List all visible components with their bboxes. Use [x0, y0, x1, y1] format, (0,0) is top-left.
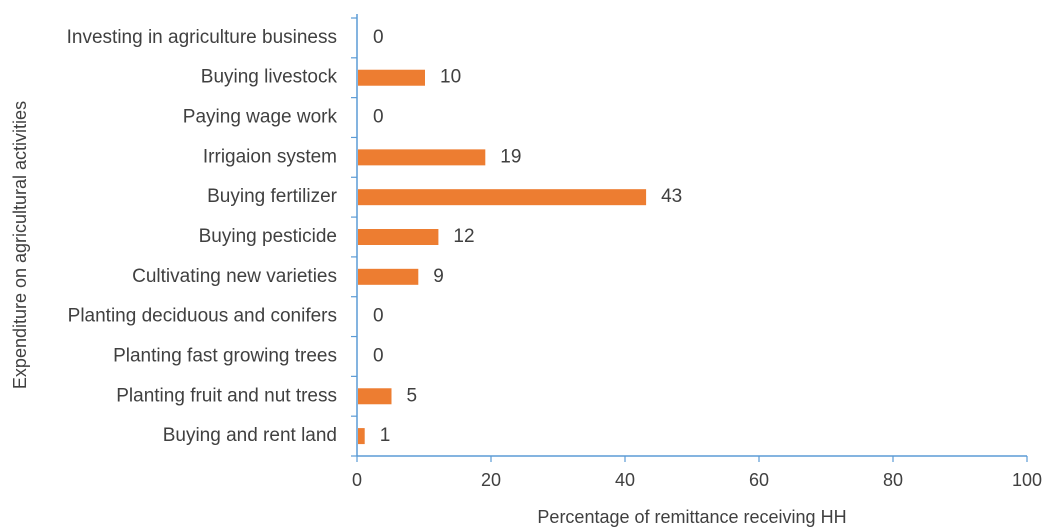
category-label-10: Buying and rent land: [163, 425, 337, 446]
x-tick-label-5: 100: [1012, 470, 1042, 490]
value-label-9: 5: [407, 385, 418, 406]
category-label-6: Cultivating new varieties: [132, 266, 337, 287]
x-tick-label-2: 40: [615, 470, 635, 490]
axes-group: [351, 14, 1027, 457]
value-label-4: 43: [661, 186, 682, 207]
value-label-2: 0: [373, 107, 384, 128]
category-label-0: Investing in agriculture business: [67, 27, 337, 48]
category-label-1: Buying livestock: [201, 67, 338, 88]
x-axis-title: Percentage of remittance receiving HH: [537, 507, 846, 527]
category-label-2: Paying wage work: [183, 107, 338, 128]
category-label-8: Planting fast growing trees: [113, 345, 337, 366]
category-label-5: Buying pesticide: [199, 226, 337, 247]
bar-9: [358, 388, 392, 405]
x-tick-label-0: 0: [352, 470, 362, 490]
value-label-10: 1: [380, 425, 391, 446]
value-label-3: 19: [500, 146, 521, 167]
bar-3: [358, 149, 486, 166]
value-label-6: 9: [433, 266, 444, 287]
bar-4: [358, 189, 647, 206]
value-label-0: 0: [373, 27, 384, 48]
x-tick-label-3: 60: [749, 470, 769, 490]
x-tick-label-1: 20: [481, 470, 501, 490]
value-label-1: 10: [440, 67, 461, 88]
category-label-7: Planting deciduous and conifers: [68, 306, 337, 327]
value-labels-group: 0 10 0 19 43 12 9 0 0 51: [373, 27, 682, 446]
y-axis-title: Expenditure on agricultural activities: [10, 101, 30, 389]
category-label-3: Irrigaion system: [203, 146, 337, 167]
value-label-8: 0: [373, 345, 384, 366]
x-ticks-group: 0 20 40 60 80 100: [352, 456, 1042, 490]
value-label-7: 0: [373, 306, 384, 327]
x-tick-label-4: 80: [883, 470, 903, 490]
category-label-9: Planting fruit and nut tress: [116, 385, 337, 406]
value-label-5: 12: [453, 226, 474, 247]
bar-1: [358, 69, 425, 86]
category-labels-group: Investing in agriculture business Buying …: [67, 27, 338, 446]
bar-10: [358, 428, 365, 445]
bars-group: [358, 69, 647, 445]
bar-6: [358, 268, 419, 285]
bar-5: [358, 229, 439, 245]
category-label-4: Buying fertilizer: [207, 186, 338, 207]
